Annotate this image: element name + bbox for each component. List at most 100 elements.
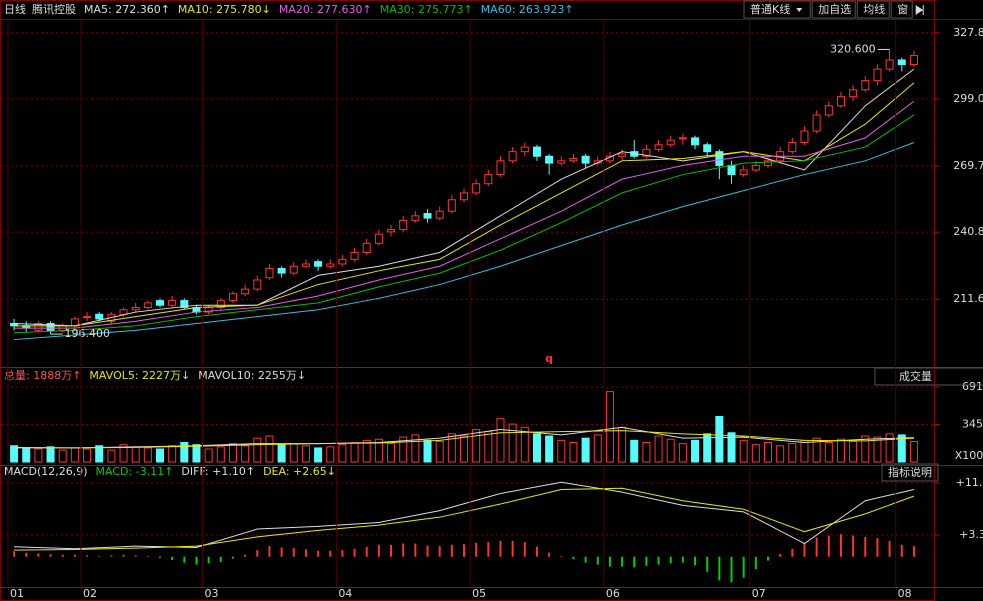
candle-body xyxy=(180,300,189,308)
volume-bar xyxy=(605,391,614,463)
volume-bar xyxy=(143,447,152,463)
y-tick-label: +11.19 xyxy=(956,476,983,489)
legend-item: 总量: 1888万↑ xyxy=(4,368,81,382)
x-tick-label: 06 xyxy=(606,587,620,600)
volume-bar xyxy=(484,431,493,463)
panel-button[interactable]: 成交量 xyxy=(899,369,932,383)
volume-bar xyxy=(873,436,882,463)
candle-body xyxy=(484,174,493,185)
candle-body xyxy=(885,59,894,70)
candle-body xyxy=(460,192,468,201)
candle-body xyxy=(314,261,323,267)
candle-body xyxy=(715,151,724,166)
volume-bar xyxy=(618,426,627,463)
legend-item: DIFF: +1.10↑ xyxy=(181,465,255,478)
candle-body xyxy=(338,258,347,265)
button-frame xyxy=(856,0,890,19)
button-frame xyxy=(881,463,939,482)
toolbar-button[interactable]: 均线 xyxy=(863,2,885,16)
candle-body xyxy=(374,233,383,244)
volume-bar xyxy=(22,447,31,463)
candle-body xyxy=(253,279,262,290)
volume-bar xyxy=(277,444,286,463)
volume-bar xyxy=(447,433,456,463)
volume-bar xyxy=(885,433,894,463)
candle-body xyxy=(34,323,43,331)
candle-body xyxy=(228,293,237,302)
candle-body xyxy=(849,89,858,98)
volume-bar xyxy=(253,437,262,463)
candle-body xyxy=(739,169,748,176)
volume-bar xyxy=(58,449,67,463)
volume-bar xyxy=(180,442,189,463)
toolbar-button[interactable]: 加自选 xyxy=(818,3,851,16)
legend-item: MA30: 275.773↑ xyxy=(380,3,473,16)
x-tick-label: 08 xyxy=(898,587,912,600)
panel-button[interactable]: 指标说明 xyxy=(888,465,932,479)
x-tick-label: 04 xyxy=(338,587,352,600)
x-tick-label: 02 xyxy=(83,587,97,600)
candle-body xyxy=(119,309,128,315)
legend-item: MA60: 263.923↑ xyxy=(481,3,574,16)
volume-bar xyxy=(824,442,833,463)
volume-bar xyxy=(849,440,858,463)
candle-body xyxy=(131,306,140,311)
candle-body xyxy=(800,130,809,143)
candle-body xyxy=(861,80,870,91)
candle-body xyxy=(326,263,335,267)
volume-bar xyxy=(241,445,250,463)
volume-bar xyxy=(265,435,274,463)
candle-body xyxy=(399,219,408,231)
candle-body xyxy=(678,137,687,140)
volume-bar xyxy=(168,445,177,463)
marker: q xyxy=(545,352,553,365)
volume-bar xyxy=(192,444,201,463)
candle-body xyxy=(508,151,517,162)
unit-label: X10000 xyxy=(955,449,983,462)
toolbar-button[interactable]: 窗 xyxy=(897,2,908,16)
candle-body xyxy=(909,54,918,66)
exit-icon[interactable] xyxy=(915,5,924,15)
volume-bar xyxy=(812,437,821,463)
candle-body xyxy=(362,242,371,253)
volume-bar xyxy=(909,441,918,463)
volume-bar xyxy=(751,444,760,463)
volume-bar xyxy=(314,447,323,463)
volume-bar xyxy=(435,440,444,463)
volume-bar xyxy=(374,438,383,463)
volume-bar xyxy=(581,437,590,463)
legend-item: MA5: 272.360↑ xyxy=(84,3,170,16)
volume-bar xyxy=(350,442,359,463)
legend-item: MAVOL10: 2255万↓ xyxy=(198,369,306,382)
volume-bar xyxy=(764,442,772,463)
legend-item: MA20: 277.630↑ xyxy=(279,3,372,16)
volume-bar xyxy=(666,438,675,463)
volume-bar xyxy=(520,426,529,463)
toolbar-button[interactable]: 普通K线 xyxy=(750,2,790,16)
volume-bar xyxy=(800,439,809,463)
candle-body xyxy=(812,114,821,132)
candle-body xyxy=(703,144,712,153)
candle-body xyxy=(873,68,882,82)
volume-bar xyxy=(836,438,845,463)
candle-body xyxy=(350,251,359,260)
volume-bar xyxy=(156,448,164,463)
volume-bar xyxy=(83,448,92,463)
candle-body xyxy=(387,229,396,233)
stock-name: 腾讯控股 xyxy=(32,2,76,16)
volume-bar xyxy=(204,448,213,463)
button-frame xyxy=(874,367,983,386)
legend-item: DEA: +2.65↓ xyxy=(263,465,336,478)
button-frame xyxy=(890,0,913,19)
candle-body xyxy=(496,160,505,176)
volume-bar xyxy=(642,442,651,463)
candle-body xyxy=(277,268,286,274)
candle-body xyxy=(46,323,55,331)
volume-bar xyxy=(593,434,602,463)
candle-body xyxy=(764,160,772,166)
candle-body xyxy=(788,141,797,153)
volume-bar xyxy=(703,433,712,463)
volume-bar xyxy=(107,449,116,463)
volume-bar xyxy=(654,435,663,463)
